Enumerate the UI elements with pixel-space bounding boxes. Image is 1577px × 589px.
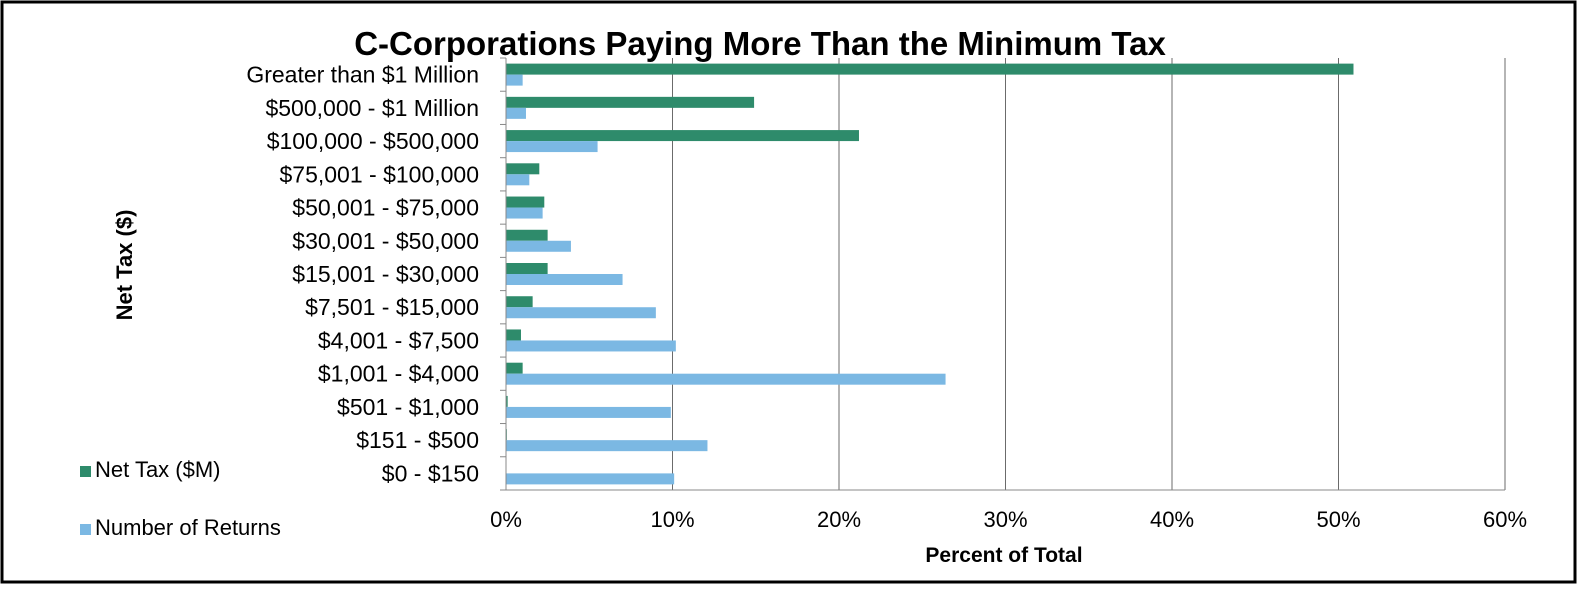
x-tick-label: 0% bbox=[490, 507, 522, 532]
bar-number-of-returns bbox=[506, 473, 674, 484]
y-axis-label: Net Tax ($) bbox=[112, 210, 137, 321]
bar-number-of-returns bbox=[506, 374, 946, 385]
bar-number-of-returns bbox=[506, 274, 623, 285]
bar-net-tax bbox=[506, 97, 754, 108]
x-tick-label: 50% bbox=[1316, 507, 1360, 532]
bar-number-of-returns bbox=[506, 208, 543, 219]
legend-swatch bbox=[80, 466, 91, 477]
bar-number-of-returns bbox=[506, 75, 523, 86]
x-tick-label: 30% bbox=[983, 507, 1027, 532]
bar-number-of-returns bbox=[506, 141, 598, 152]
bar-number-of-returns bbox=[506, 407, 671, 418]
x-tick-label: 40% bbox=[1150, 507, 1194, 532]
category-label: $75,001 - $100,000 bbox=[279, 161, 479, 187]
bar-net-tax bbox=[506, 130, 859, 141]
bar-net-tax bbox=[506, 296, 533, 307]
category-label: $7,501 - $15,000 bbox=[305, 294, 479, 320]
bar-number-of-returns bbox=[506, 174, 529, 185]
category-label: $50,001 - $75,000 bbox=[292, 195, 479, 221]
category-label: $151 - $500 bbox=[356, 427, 479, 453]
category-label: $4,001 - $7,500 bbox=[318, 327, 479, 353]
category-label: $100,000 - $500,000 bbox=[267, 128, 479, 154]
bar-number-of-returns bbox=[506, 307, 656, 318]
x-tick-label: 60% bbox=[1483, 507, 1527, 532]
bar-net-tax bbox=[506, 64, 1353, 75]
category-label: $0 - $150 bbox=[382, 460, 479, 486]
x-tick-label: 20% bbox=[817, 507, 861, 532]
bar-net-tax bbox=[506, 197, 544, 208]
bar-number-of-returns bbox=[506, 241, 571, 252]
legend-swatch bbox=[80, 524, 91, 535]
legend-label: Net Tax ($M) bbox=[95, 457, 221, 482]
category-label: $30,001 - $50,000 bbox=[292, 228, 479, 254]
legend-label: Number of Returns bbox=[95, 515, 281, 540]
category-label: $15,001 - $30,000 bbox=[292, 261, 479, 287]
bar-number-of-returns bbox=[506, 108, 526, 119]
x-tick-label: 10% bbox=[650, 507, 694, 532]
bar-net-tax bbox=[506, 163, 539, 174]
category-label: $501 - $1,000 bbox=[337, 394, 479, 420]
bar-net-tax bbox=[506, 363, 523, 374]
category-label: Greater than $1 Million bbox=[246, 62, 479, 88]
bar-number-of-returns bbox=[506, 440, 707, 451]
category-label: $1,001 - $4,000 bbox=[318, 361, 479, 387]
chart-title: C-Corporations Paying More Than the Mini… bbox=[354, 25, 1166, 62]
bar-net-tax bbox=[506, 329, 521, 340]
bar-number-of-returns bbox=[506, 340, 676, 351]
bar-net-tax bbox=[506, 263, 548, 274]
x-axis-label: Percent of Total bbox=[925, 544, 1082, 567]
bar-net-tax bbox=[506, 230, 548, 241]
category-label: $500,000 - $1 Million bbox=[265, 95, 479, 121]
